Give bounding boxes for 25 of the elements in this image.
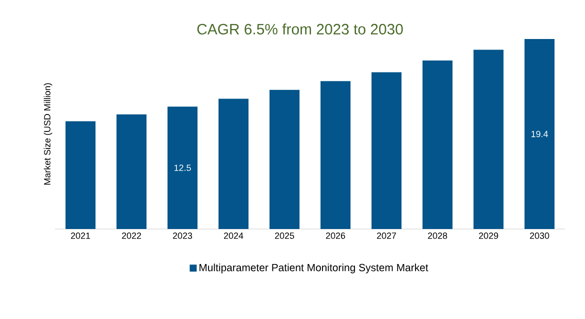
- data-label: 12.5: [174, 164, 191, 171]
- x-tick-label: 2030: [530, 232, 550, 239]
- bar: [168, 106, 198, 229]
- bar: [320, 81, 351, 229]
- x-tick-label: 2026: [326, 232, 346, 239]
- bar: [422, 60, 453, 229]
- x-tick-label: 2025: [274, 232, 294, 239]
- bar: [66, 121, 96, 229]
- bar: [524, 39, 555, 229]
- x-tick-label: 2028: [428, 232, 448, 239]
- legend-label: Multiparameter Patient Monitoring System Market: [200, 264, 428, 274]
- x-tick-label: 2024: [224, 232, 244, 239]
- y-axis-title: Market Size (USD Million): [44, 83, 52, 185]
- x-tick-label: 2029: [478, 232, 498, 239]
- x-tick-label: 2023: [172, 232, 192, 239]
- chart-title: CAGR 6.5% from 2023 to 2030: [197, 24, 403, 34]
- x-tick-label: 2022: [122, 232, 142, 239]
- bar: [116, 114, 147, 229]
- bar: [372, 72, 402, 229]
- data-label: 19.4: [531, 130, 548, 138]
- x-tick-label: 2021: [70, 232, 90, 239]
- bar: [270, 90, 300, 229]
- bar: [474, 50, 504, 229]
- bar: [218, 98, 249, 229]
- x-tick-label: 2027: [376, 232, 396, 239]
